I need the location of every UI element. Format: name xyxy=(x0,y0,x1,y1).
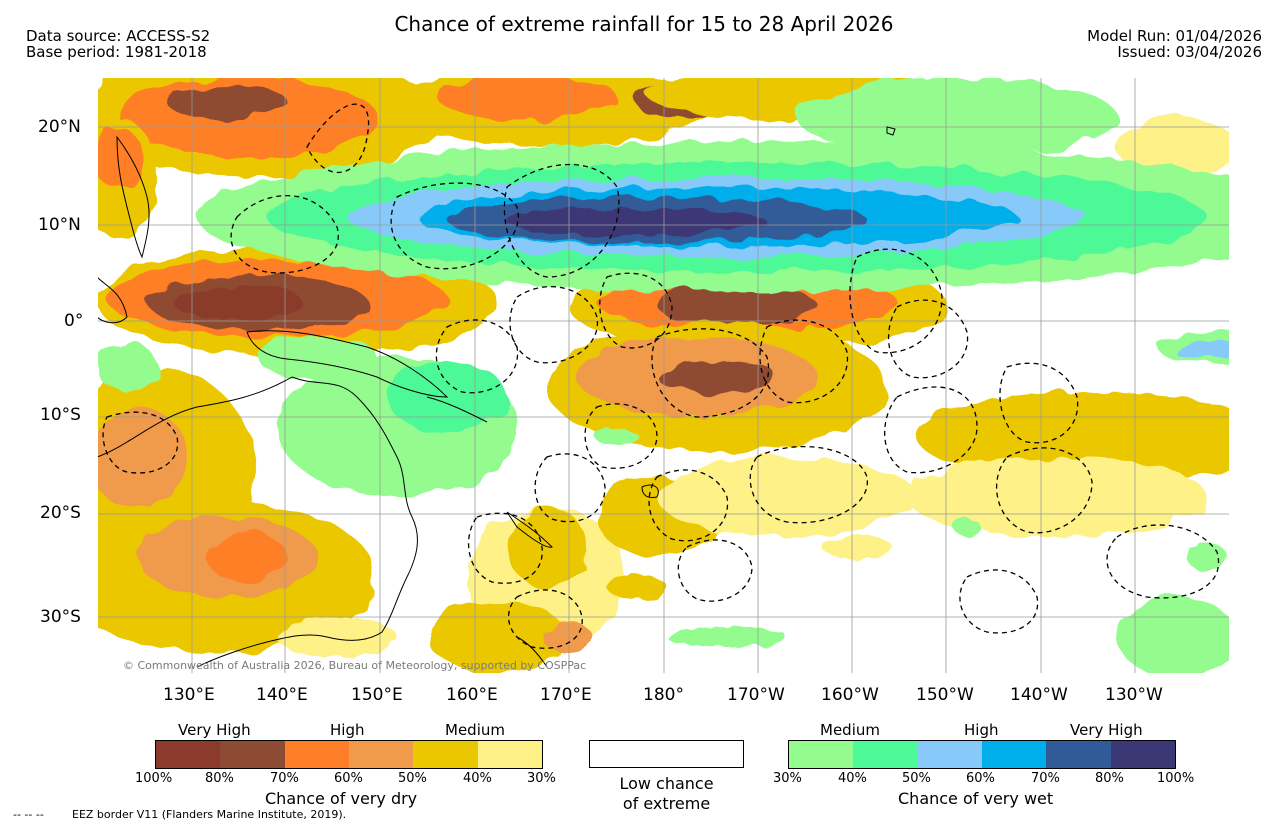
wet-heading-very-high: Very High xyxy=(1070,721,1143,739)
dry-heading-high: High xyxy=(330,721,365,739)
lon-label-140e: 140°E xyxy=(256,685,308,705)
lat-label-10s: 10°S xyxy=(40,405,81,425)
wet-swatch-80-100 xyxy=(1110,741,1175,768)
dry-swatch-70-60 xyxy=(284,741,349,768)
lon-label-150w: 150°W xyxy=(916,685,974,705)
rainfall-map: © Commonwealth of Australia 2026, Bureau… xyxy=(97,77,1230,674)
lat-label-20n: 20°N xyxy=(38,117,81,137)
lon-label-130w: 130°W xyxy=(1105,685,1163,705)
dry-legend-title: Chance of very dry xyxy=(265,789,418,808)
lon-label-130e: 130°E xyxy=(163,685,215,705)
coastlines xyxy=(97,126,896,668)
base-period-label: Base period: 1981-2018 xyxy=(26,43,207,61)
neutral-label-line1: Low chance xyxy=(619,774,714,793)
lat-label-20s: 20°S xyxy=(40,503,81,523)
dry-swatch-80-70 xyxy=(220,741,285,768)
wet-tick-80: 80% xyxy=(1095,771,1124,786)
dry-swatch-60-50 xyxy=(348,741,414,768)
neutral-swatch xyxy=(589,740,744,768)
lat-label-equator: 0° xyxy=(64,311,84,331)
wet-swatch-40-50 xyxy=(853,741,918,768)
dry-swatch-40-30 xyxy=(477,741,542,768)
dry-tick-50: 50% xyxy=(398,771,427,786)
wet-heading-high: High xyxy=(964,721,999,739)
wet-tick-40: 40% xyxy=(838,771,867,786)
dry-tick-30: 30% xyxy=(527,771,556,786)
lon-label-170e: 170°E xyxy=(540,685,592,705)
lon-label-160e: 160°E xyxy=(446,685,498,705)
eez-dash-symbol: -- -- -- xyxy=(13,808,44,821)
wet-tick-70: 70% xyxy=(1031,771,1060,786)
wet-swatch-50-60 xyxy=(917,741,982,768)
neutral-label-line2: of extreme xyxy=(622,794,711,813)
lon-label-180: 180° xyxy=(643,685,684,705)
wet-tick-50: 50% xyxy=(902,771,931,786)
dry-tick-40: 40% xyxy=(463,771,492,786)
data-source-label: Data source: ACCESS-S2 xyxy=(26,27,211,45)
wet-legend-title: Chance of very wet xyxy=(898,789,1054,808)
wet-swatch-70-80 xyxy=(1046,741,1111,768)
lat-label-30s: 30°S xyxy=(40,607,81,627)
wet-tick-100: 100% xyxy=(1157,771,1195,786)
lon-label-170w: 170°W xyxy=(727,685,785,705)
model-run-label: Model Run: 01/04/2026 xyxy=(1087,27,1262,45)
dry-tick-60: 60% xyxy=(334,771,363,786)
lat-label-10n: 10°N xyxy=(38,215,81,235)
dry-heading-very-high: Very High xyxy=(178,721,251,739)
dry-tick-100: 100% xyxy=(135,771,173,786)
wet-regions xyxy=(97,77,1230,674)
lon-label-150e: 150°E xyxy=(351,685,403,705)
wet-tick-30: 30% xyxy=(773,771,802,786)
issued-label: Issued: 03/04/2026 xyxy=(1117,43,1262,61)
dry-heading-medium: Medium xyxy=(445,721,505,739)
lon-label-160w: 160°W xyxy=(821,685,879,705)
dry-tick-70: 70% xyxy=(270,771,299,786)
wet-swatch-30-40 xyxy=(789,741,854,768)
wet-swatch-60-70 xyxy=(981,741,1047,768)
map-grid xyxy=(97,77,1230,674)
map-title: Chance of extreme rainfall for 15 to 28 … xyxy=(394,12,894,36)
eez-borders xyxy=(102,103,1220,649)
wet-tick-60: 60% xyxy=(966,771,995,786)
dry-swatch-100-80 xyxy=(156,741,221,768)
lon-label-140w: 140°W xyxy=(1010,685,1068,705)
dry-swatch-50-40 xyxy=(413,741,478,768)
copyright-note: © Commonwealth of Australia 2026, Bureau… xyxy=(123,659,586,672)
eez-footnote: EEZ border V11 (Flanders Marine Institut… xyxy=(72,808,347,821)
wet-colorbar xyxy=(788,740,1176,769)
dry-regions xyxy=(97,77,1230,672)
scattered-patches xyxy=(277,429,1227,657)
map-frame xyxy=(97,77,1230,674)
dry-colorbar xyxy=(155,740,543,769)
wet-heading-medium: Medium xyxy=(820,721,880,739)
dry-tick-80: 80% xyxy=(205,771,234,786)
